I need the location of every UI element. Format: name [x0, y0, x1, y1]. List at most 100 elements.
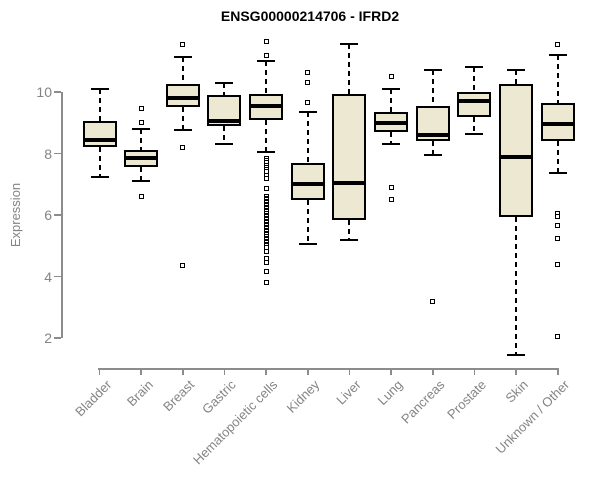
x-tick-label: Unknown / Other — [492, 377, 573, 457]
x-axis-tick — [223, 368, 226, 375]
x-axis-tick — [140, 368, 142, 375]
lower-whisker-cap — [215, 143, 234, 146]
y-axis-tick — [54, 91, 61, 93]
upper-whisker-cap — [215, 81, 234, 84]
lower-whisker — [140, 167, 143, 182]
upper-whisker — [348, 44, 351, 94]
outlier-point — [138, 194, 144, 200]
outlier-point — [263, 38, 269, 44]
outlier-point — [555, 333, 561, 339]
lower-whisker — [431, 141, 434, 156]
lower-whisker — [515, 216, 518, 355]
upper-whisker — [473, 67, 476, 92]
upper-whisker — [390, 88, 393, 112]
outlier-point — [263, 269, 269, 275]
outlier-point — [180, 41, 186, 47]
upper-whisker-cap — [548, 54, 567, 57]
outlier-point — [263, 244, 269, 250]
x-axis-tick — [98, 368, 101, 375]
x-axis-tick — [348, 368, 351, 375]
boxplot-median — [82, 137, 117, 142]
lower-whisker-cap — [90, 175, 109, 178]
boxplot-median — [415, 133, 450, 138]
upper-whisker — [515, 70, 518, 85]
outlier-point — [388, 197, 394, 203]
x-tick-label: Brain — [123, 377, 156, 410]
upper-whisker-cap — [257, 60, 276, 63]
lower-whisker — [98, 147, 101, 177]
upper-whisker — [98, 88, 101, 122]
x-tick-label: Liver — [333, 377, 365, 408]
boxplot-median — [249, 103, 284, 108]
x-axis-tick — [182, 368, 184, 375]
outlier-point — [263, 175, 269, 181]
upper-whisker — [140, 128, 143, 151]
boxplot-median — [332, 180, 367, 185]
lower-whisker-cap — [507, 353, 526, 356]
outlier-point — [263, 249, 269, 255]
lower-whisker-cap — [548, 172, 567, 175]
y-tick-label: 10 — [36, 84, 52, 100]
y-axis-tick — [54, 275, 61, 278]
x-axis-line — [98, 368, 560, 370]
outlier-point — [305, 80, 311, 86]
boxplot-box — [332, 93, 367, 220]
outlier-point — [555, 223, 561, 229]
outlier-point — [138, 120, 144, 126]
upper-whisker-cap — [382, 87, 401, 90]
x-tick-label: Bladder — [71, 377, 115, 420]
boxplot-median — [124, 156, 159, 161]
upper-whisker-cap — [423, 69, 442, 72]
x-tick-label: Lung — [374, 377, 406, 409]
lower-whisker-cap — [173, 129, 192, 132]
boxplot-median — [207, 119, 242, 124]
upper-whisker — [431, 70, 434, 106]
lower-whisker — [306, 199, 309, 245]
x-tick-label: Breast — [160, 377, 198, 415]
y-axis-tick — [54, 337, 61, 339]
outlier-point — [555, 41, 561, 47]
upper-whisker — [265, 61, 268, 94]
boxplot-box — [165, 84, 200, 108]
upper-whisker-cap — [90, 87, 109, 90]
lower-whisker — [223, 125, 226, 145]
outlier-point — [180, 144, 186, 150]
lower-whisker-cap — [465, 132, 484, 135]
x-axis-tick — [390, 368, 392, 375]
boxplot-median — [165, 96, 200, 101]
boxplot-median — [457, 99, 492, 104]
boxplot-median — [499, 154, 534, 159]
y-axis-tick — [54, 152, 61, 155]
outlier-point — [388, 184, 394, 190]
lower-whisker — [265, 119, 268, 152]
upper-whisker-cap — [507, 69, 526, 72]
x-tick-label: Skin — [502, 377, 531, 406]
upper-whisker-cap — [340, 43, 359, 46]
boxplot-box — [499, 84, 534, 217]
upper-whisker-cap — [465, 66, 484, 69]
x-tick-label: Kidney — [283, 377, 323, 416]
outlier-point — [305, 100, 311, 106]
y-tick-label: 6 — [44, 207, 52, 223]
x-axis-tick — [307, 368, 309, 375]
outlier-point — [263, 186, 269, 192]
x-tick-label: Prostate — [444, 377, 490, 422]
outlier-point — [305, 69, 311, 75]
outlier-point — [555, 214, 561, 220]
y-tick-label: 4 — [44, 268, 52, 285]
outlier-point — [555, 235, 561, 241]
lower-whisker — [348, 219, 351, 240]
boxplot-median — [374, 120, 409, 125]
outlier-point — [263, 52, 269, 58]
outlier-point — [180, 263, 186, 269]
upper-whisker — [223, 82, 226, 96]
outlier-point — [263, 255, 269, 261]
upper-whisker — [556, 55, 559, 103]
x-tick-label: Pancreas — [397, 377, 448, 427]
lower-whisker-cap — [382, 143, 401, 146]
boxplot-box — [457, 92, 492, 117]
outlier-point — [138, 106, 144, 112]
x-axis-tick — [473, 368, 476, 375]
